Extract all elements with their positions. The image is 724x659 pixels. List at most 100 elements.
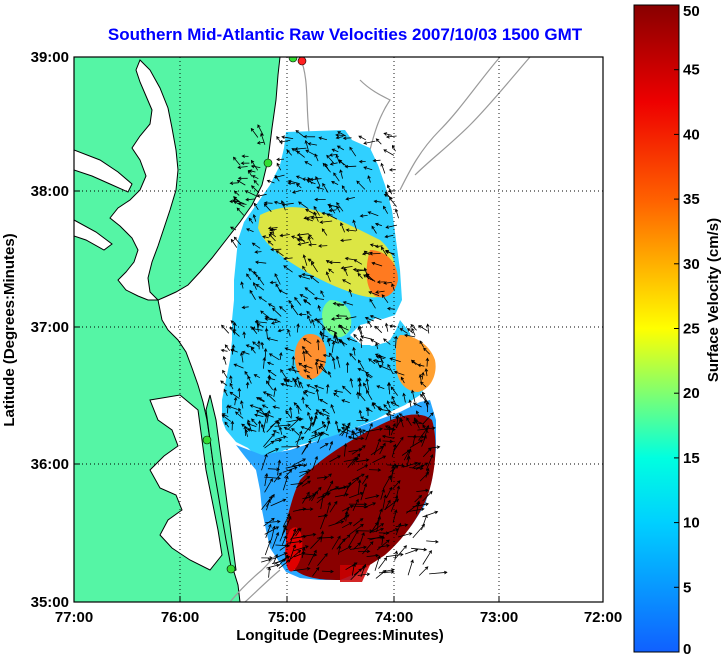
velocity-region-yellow [258, 207, 397, 298]
velocity-arrow [307, 142, 318, 146]
velocity-arrow [329, 500, 338, 513]
velocity-arrow [302, 265, 307, 272]
velocity-arrow [302, 439, 312, 454]
velocity-arrow [400, 376, 405, 384]
velocity-arrow [298, 312, 307, 317]
velocity-arrow [232, 156, 241, 166]
velocity-arrow [302, 495, 312, 500]
velocity-arrow [282, 513, 291, 528]
velocity-arrow [257, 276, 265, 286]
velocity-arrow [392, 509, 398, 523]
velocity-arrow [269, 231, 277, 238]
velocity-arrow [259, 407, 266, 417]
velocity-arrow [320, 363, 328, 374]
velocity-arrow [295, 175, 303, 179]
velocity-arrow [245, 381, 250, 389]
velocity-arrow [271, 531, 280, 549]
velocity-arrow [313, 430, 318, 438]
velocity-arrow [343, 267, 348, 277]
velocity-arrow [236, 207, 245, 216]
velocity-arrow [402, 461, 419, 468]
velocity-arrow [411, 547, 428, 552]
velocity-arrow [271, 307, 282, 317]
velocity-arrow [304, 161, 313, 166]
velocity-arrow [385, 250, 395, 256]
velocity-arrow [378, 531, 390, 535]
velocity-arrow [274, 435, 287, 440]
velocity-arrow [341, 422, 351, 437]
velocity-arrow [352, 219, 358, 232]
velocity-arrow [279, 352, 283, 360]
velocity-arrow [305, 404, 312, 411]
velocity-arrow [309, 415, 314, 431]
velocity-arrow [383, 338, 391, 345]
velocity-arrow [257, 420, 262, 432]
velocity-arrow [411, 327, 416, 336]
velocity-arrow [395, 485, 401, 499]
velocity-arrow [412, 421, 424, 425]
velocity-arrow [342, 301, 354, 306]
velocity-arrow [349, 377, 354, 388]
radar-site-marker-red [297, 57, 307, 66]
x-tick-label: 77:00 [55, 609, 93, 626]
velocity-arrow [303, 215, 315, 220]
velocity-arrow [232, 321, 237, 335]
velocity-arrow [410, 324, 417, 331]
velocity-arrow [287, 417, 303, 423]
velocity-arrow [262, 235, 269, 239]
velocity-arrow [294, 147, 307, 151]
velocity-arrow [417, 426, 436, 431]
velocity-arrow [220, 380, 228, 386]
velocity-arrow [344, 316, 357, 321]
x-tick-label: 76:00 [161, 609, 199, 626]
velocity-arrow [299, 294, 309, 299]
velocity-arrow [365, 422, 373, 441]
velocity-arrow [387, 363, 394, 374]
velocity-arrow [359, 214, 368, 218]
colorbar-tick-label: 30 [683, 256, 700, 273]
velocity-arrow [345, 562, 358, 571]
velocity-arrow [335, 355, 341, 368]
velocity-arrow [371, 521, 379, 532]
velocity-arrow [356, 418, 369, 423]
velocity-arrow [230, 347, 235, 355]
velocity-arrow [328, 208, 337, 213]
velocity-arrow [303, 134, 316, 139]
velocity-arrow [406, 455, 411, 468]
velocity-arrow [304, 287, 315, 296]
velocity-arrow [240, 400, 244, 409]
velocity-arrow [314, 197, 326, 202]
velocity-arrow [241, 305, 249, 310]
colorbar-ticks: 0 5 10 15 20 25 30 35 40 45 50 [674, 3, 700, 658]
velocity-arrow [412, 402, 422, 408]
velocity-arrow [373, 438, 381, 456]
grid-lines [74, 57, 603, 602]
velocity-arrow [252, 281, 257, 290]
velocity-arrow [236, 179, 246, 186]
velocity-arrow [301, 532, 317, 537]
velocity-arrow [378, 544, 390, 548]
velocity-arrow [291, 427, 300, 436]
velocity-arrow [361, 474, 369, 485]
velocity-arrow [265, 519, 281, 524]
velocity-arrow [265, 523, 272, 538]
velocity-arrow [380, 246, 388, 257]
velocity-arrow [303, 369, 310, 373]
velocity-arrow [363, 166, 373, 171]
velocity-arrow [393, 436, 404, 452]
velocity-arrow [337, 325, 349, 331]
colorbar-tick-label: 40 [683, 126, 700, 143]
velocity-arrow [375, 290, 385, 294]
velocity-arrow [307, 258, 315, 264]
velocity-arrow [378, 570, 395, 574]
velocity-arrow [224, 344, 231, 352]
velocity-arrow [229, 226, 237, 231]
velocity-arrow [327, 338, 339, 344]
velocity-arrow [390, 386, 399, 396]
velocity-arrow [251, 175, 259, 180]
velocity-arrow [241, 423, 252, 431]
velocity-arrow [307, 315, 312, 324]
velocity-arrow [344, 256, 354, 261]
velocity-arrow [237, 387, 242, 398]
velocity-arrow [357, 479, 362, 495]
